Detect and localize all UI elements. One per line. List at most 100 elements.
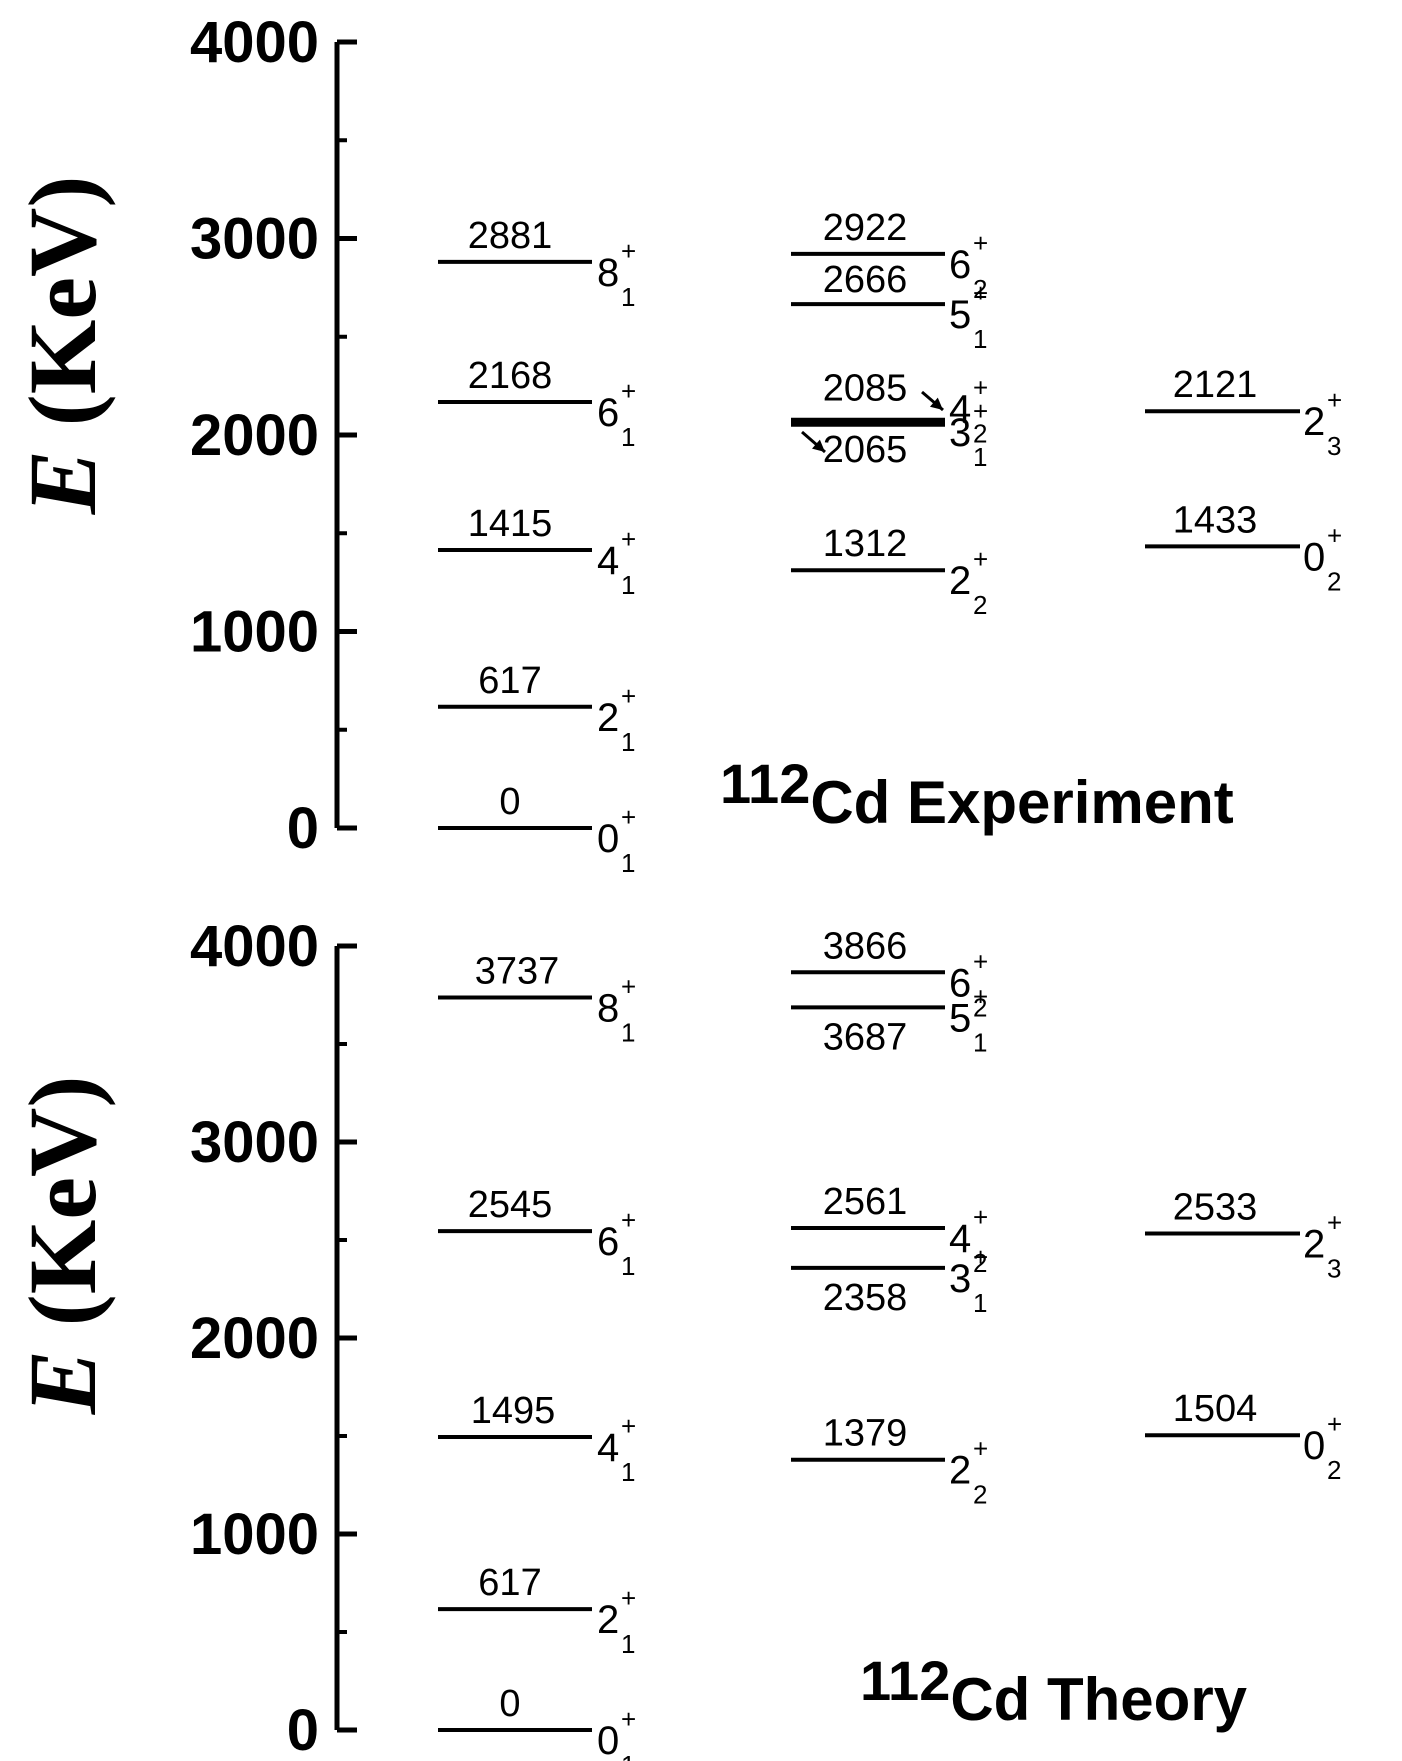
level-spin-label: 4 — [597, 539, 619, 583]
level-energy-label: 3687 — [823, 1016, 908, 1058]
level-spin-label: 6 — [949, 243, 971, 287]
y-axis-label-unit: (KeV) — [9, 1076, 116, 1351]
level-spin-label: 6 — [597, 1220, 619, 1264]
level-energy-label: 3866 — [823, 925, 908, 967]
level-spin-label: 5 — [949, 293, 971, 337]
level-energy-label: 2533 — [1173, 1187, 1258, 1229]
level-parity-label: + — [1327, 1208, 1342, 1238]
level-energy-label: 3737 — [475, 951, 560, 993]
level-parity-label: + — [973, 1434, 988, 1464]
level-index-label: 2 — [973, 418, 987, 448]
level-parity-label: + — [973, 228, 988, 258]
level-index-label: 2 — [973, 992, 987, 1022]
level-parity-label: + — [621, 1704, 636, 1734]
level-index-label: 1 — [973, 1288, 987, 1318]
level-index-label: 1 — [621, 1629, 635, 1659]
level-index-label: 1 — [621, 570, 635, 600]
level-index-label: 1 — [621, 1457, 635, 1487]
level-parity-label: + — [1327, 1409, 1342, 1439]
panel-title: 112Cd Experiment — [720, 752, 1234, 836]
level-index-label: 2 — [1327, 1455, 1341, 1485]
level-parity-label: + — [621, 802, 636, 832]
level-index-label: 2 — [973, 1480, 987, 1510]
level-index-label: 1 — [621, 282, 635, 312]
level-energy-label: 1379 — [823, 1413, 908, 1455]
level-index-label: 2 — [973, 274, 987, 304]
level-energy-label: 2358 — [823, 1277, 908, 1319]
level-index-label: 1 — [621, 848, 635, 878]
level-spin-label: 4 — [949, 1217, 971, 1261]
level-energy-label: 2168 — [468, 355, 553, 397]
level-energy-label: 0 — [499, 1683, 520, 1725]
level-spin-label: 0 — [597, 1719, 619, 1761]
y-tick-label: 0 — [287, 796, 319, 861]
y-tick-label: 3000 — [190, 207, 319, 272]
level-parity-label: + — [973, 544, 988, 574]
level-index-label: 2 — [973, 590, 987, 620]
level-energy-label: 1415 — [468, 503, 553, 545]
level-energy-label: 2545 — [468, 1184, 553, 1226]
y-tick-label: 1000 — [190, 1502, 319, 1567]
level-index-label: 2 — [973, 1248, 987, 1278]
level-parity-label: + — [1327, 385, 1342, 415]
panel-title-mass-number: 112 — [720, 752, 810, 815]
level-index-label: 1 — [621, 727, 635, 757]
level-energy-label: 617 — [478, 660, 541, 702]
level-parity-label: + — [973, 1242, 988, 1272]
level-spin-label: 3 — [949, 411, 971, 455]
pointer-arrowhead — [812, 439, 825, 452]
level-index-label: 3 — [1327, 431, 1341, 461]
level-spin-label: 4 — [597, 1426, 619, 1470]
level-parity-label: + — [621, 1411, 636, 1441]
level-spin-label: 2 — [597, 696, 619, 740]
level-energy-label: 1495 — [471, 1390, 556, 1432]
level-energy-label: 2065 — [823, 429, 908, 471]
panel-title-mass-number: 112 — [860, 1649, 950, 1712]
level-spin-label: 2 — [949, 1449, 971, 1493]
level-parity-label: + — [973, 278, 988, 308]
level-index-label: 1 — [973, 1027, 987, 1057]
level-energy-label: 1312 — [823, 523, 908, 565]
level-index-label: 2 — [1327, 566, 1341, 596]
y-axis-label-symbol: E — [9, 1350, 116, 1415]
y-tick-label: 0 — [287, 1698, 319, 1761]
level-spin-label: 3 — [949, 1257, 971, 1301]
y-axis-label: E (KeV) — [9, 1076, 116, 1416]
level-parity-label: + — [973, 981, 988, 1011]
level-parity-label: + — [973, 946, 988, 976]
level-parity-label: + — [621, 1205, 636, 1235]
y-tick-label: 4000 — [190, 10, 319, 75]
level-spin-label: 8 — [597, 987, 619, 1031]
level-spin-label: 2 — [1303, 400, 1325, 444]
level-energy-label: 2561 — [823, 1181, 908, 1223]
level-index-label: 1 — [621, 1251, 635, 1281]
level-parity-label: + — [621, 376, 636, 406]
level-spin-label: 0 — [597, 817, 619, 861]
panel-title: 112Cd Theory — [860, 1649, 1248, 1733]
y-axis-label-symbol: E — [9, 450, 116, 515]
y-tick-label: 2000 — [190, 1306, 319, 1371]
y-tick-label: 4000 — [190, 914, 319, 979]
level-spin-label: 0 — [1303, 1424, 1325, 1468]
level-parity-label: + — [621, 524, 636, 554]
level-parity-label: + — [973, 372, 988, 402]
level-index-label: 1 — [621, 1750, 635, 1761]
level-parity-label: + — [1327, 520, 1342, 550]
level-index-label: 3 — [1327, 1254, 1341, 1284]
level-spin-label: 6 — [597, 391, 619, 435]
level-energy-label: 1504 — [1173, 1388, 1258, 1430]
pointer-arrowhead — [929, 397, 943, 410]
level-spin-label: 6 — [949, 961, 971, 1005]
level-energy-label: 2881 — [468, 215, 553, 257]
level-spin-label: 8 — [597, 251, 619, 295]
level-index-label: 1 — [973, 442, 987, 472]
level-index-label: 1 — [973, 324, 987, 354]
level-parity-label: + — [973, 396, 988, 426]
level-energy-label: 617 — [478, 1562, 541, 1604]
level-parity-label: + — [621, 236, 636, 266]
level-parity-label: + — [621, 681, 636, 711]
level-spin-label: 2 — [949, 559, 971, 603]
